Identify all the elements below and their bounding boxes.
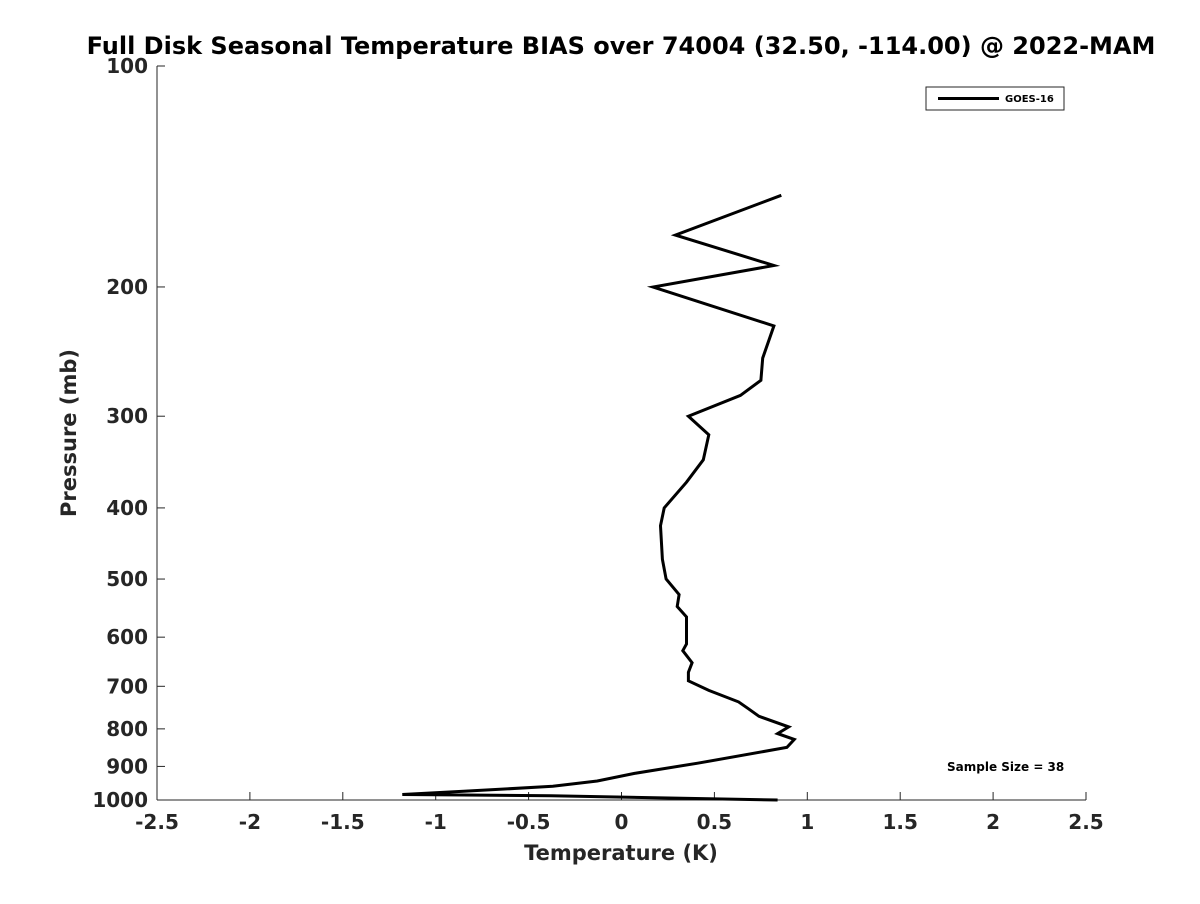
y-tick-label: 700 [106,674,148,698]
y-tick-label: 500 [106,567,148,591]
x-tick-label: 1 [800,810,814,834]
x-tick-label: 0 [615,810,629,834]
x-tick-label: -2 [239,810,261,834]
x-tick-label: 0.5 [697,810,732,834]
x-tick-label: -1.5 [321,810,365,834]
y-tick-label: 900 [106,754,148,778]
x-tick-label: -2.5 [135,810,179,834]
y-tick-label: 800 [106,717,148,741]
sample-size-annotation: Sample Size = 38 [947,760,1064,774]
y-tick-label: 100 [106,54,148,78]
series-group [402,193,797,802]
y-axis-label: Pressure (mb) [57,349,81,517]
y-ticks: 100 200 300 400 500 600 700 800 900 1000 [92,54,165,812]
x-tick-label: 2.5 [1068,810,1103,834]
x-tick-label: 2 [986,810,1000,834]
y-tick-label: 300 [106,404,148,428]
y-tick-label: 1000 [92,788,148,812]
chart-title: Full Disk Seasonal Temperature BIAS over… [87,32,1156,60]
y-tick-label: 600 [106,625,148,649]
x-tick-label: -1 [425,810,447,834]
y-tick-label: 200 [106,275,148,299]
x-tick-label: 1.5 [882,810,917,834]
x-tick-label: -0.5 [507,810,551,834]
legend-label-goes-16: GOES-16 [1005,94,1054,105]
series-line-goes-16 [402,193,797,802]
y-tick-label: 400 [106,496,148,520]
x-ticks: -2.5 -2 -1.5 -1 -0.5 0 0.5 1 1.5 2 2.5 [135,792,1104,834]
x-axis-label: Temperature (K) [524,841,718,865]
legend: GOES-16 [925,86,1065,111]
